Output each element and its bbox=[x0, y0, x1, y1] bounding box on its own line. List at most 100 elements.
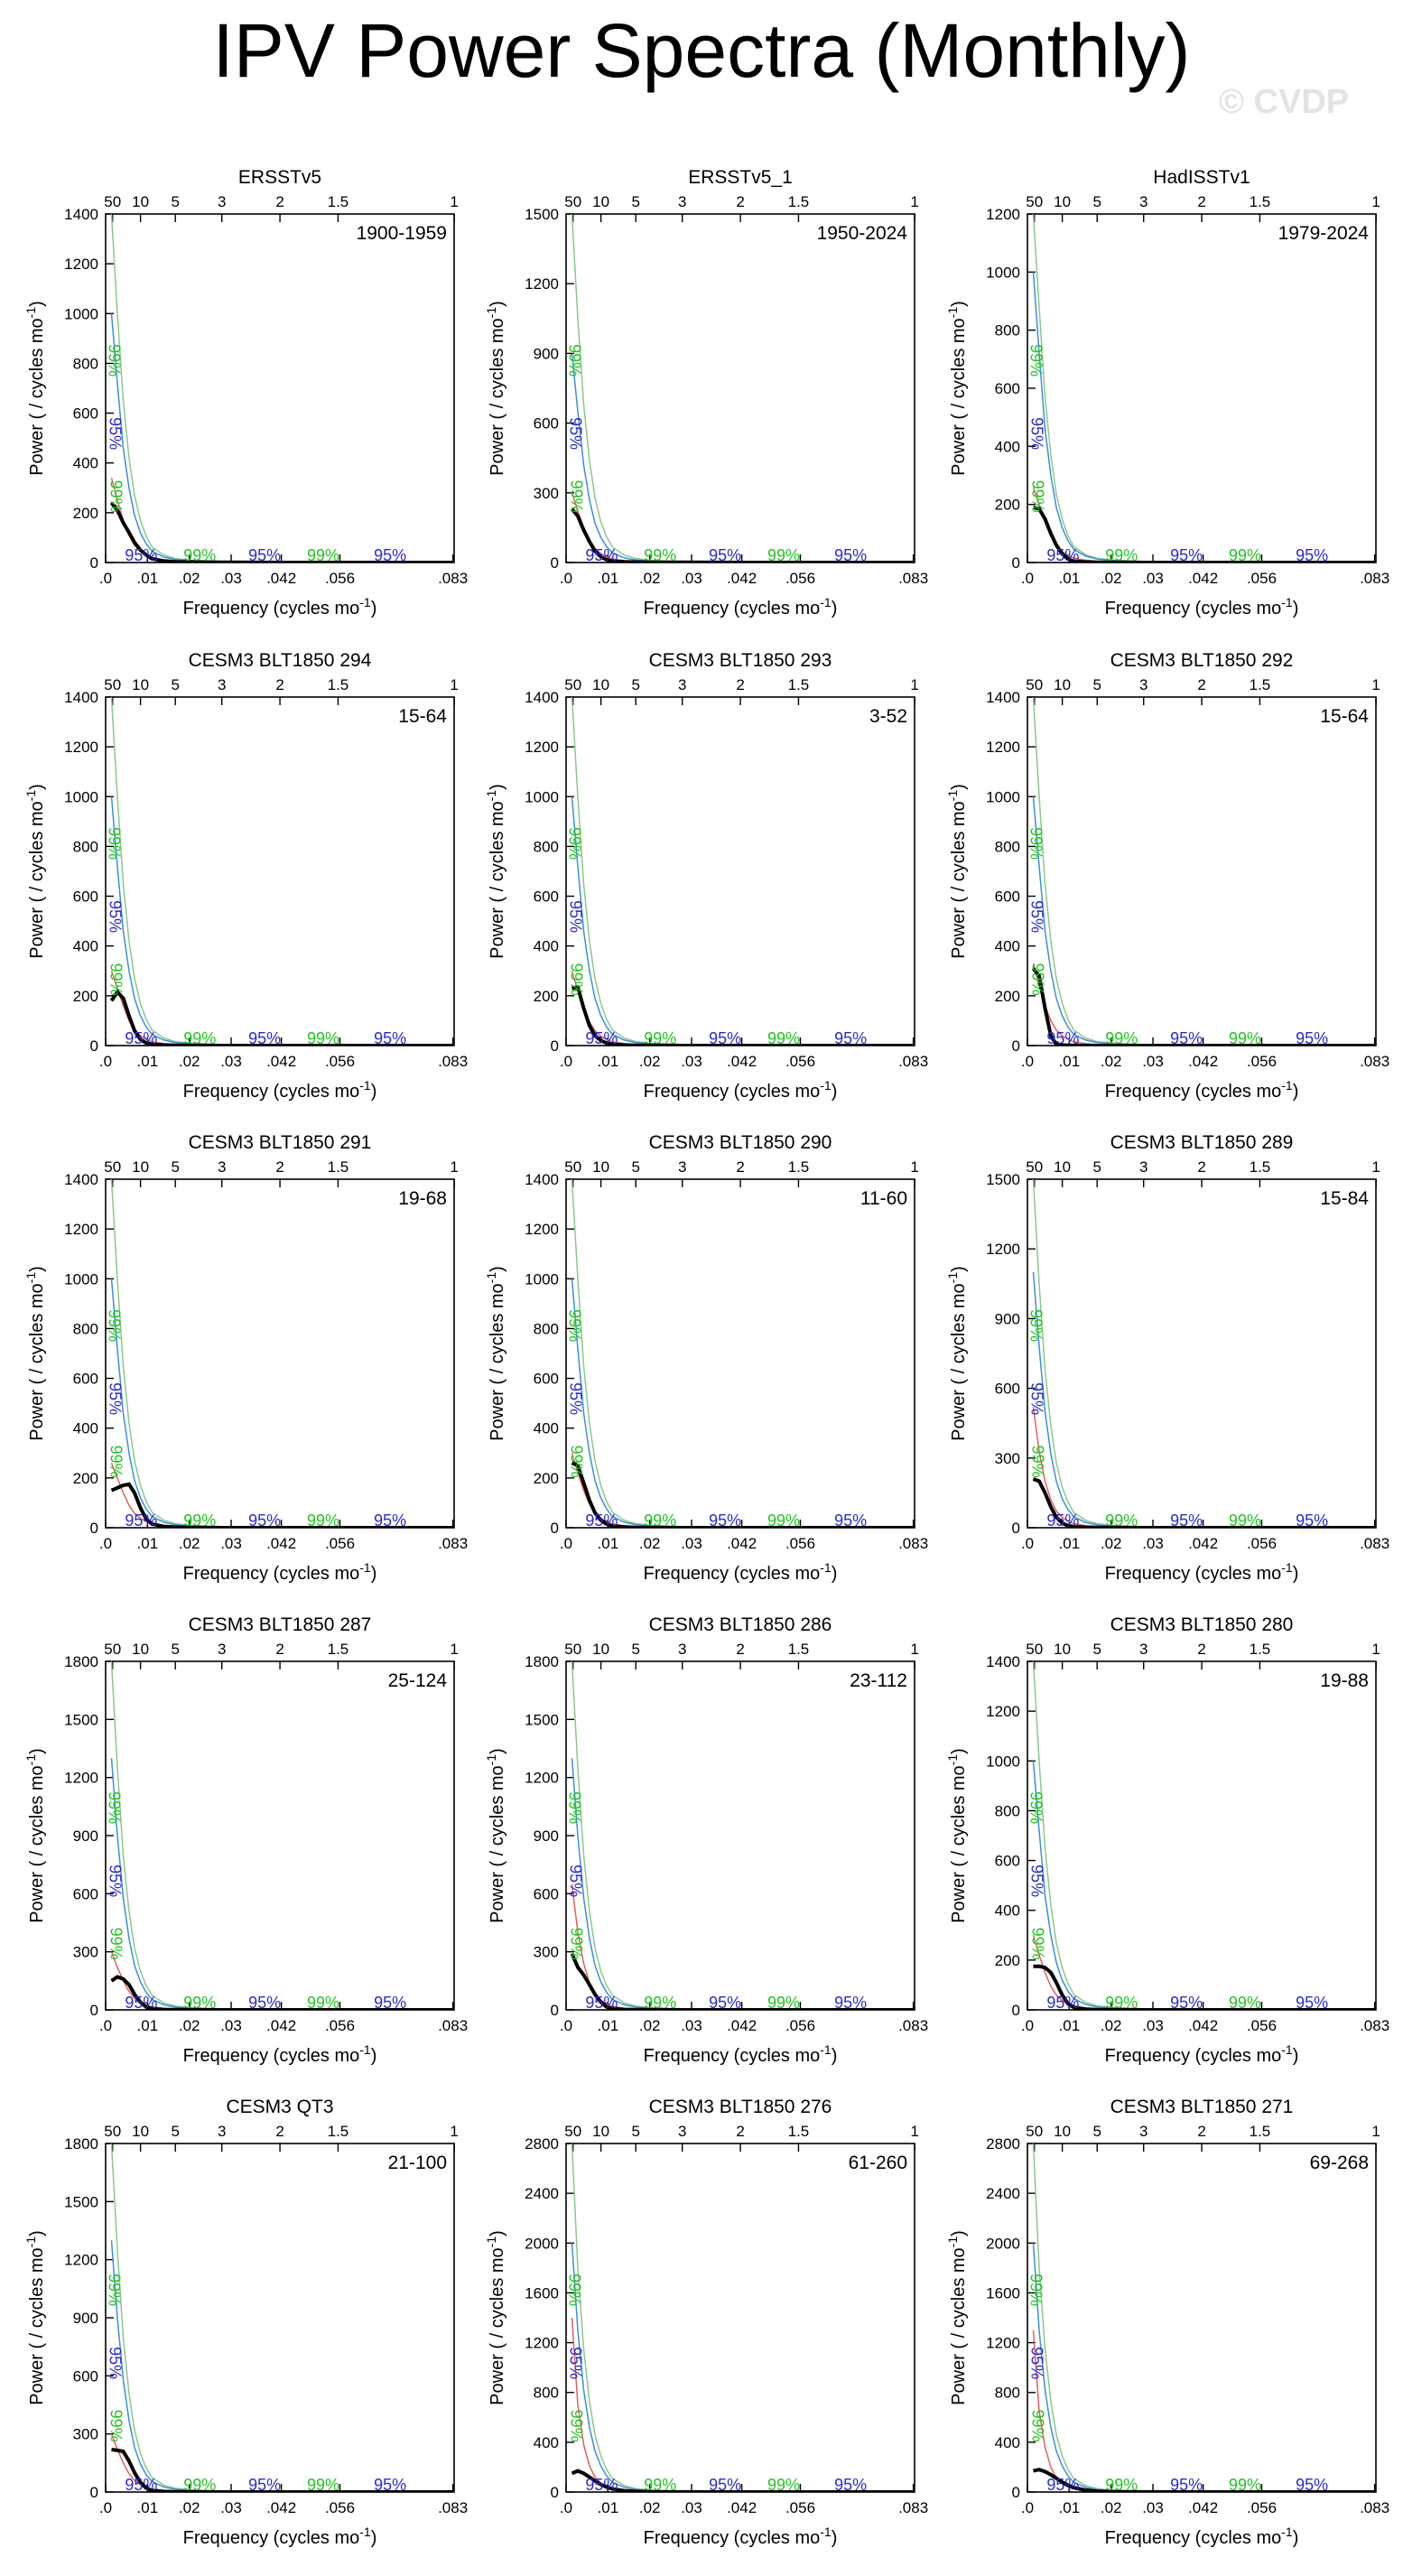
y-axis-label: Power ( / cycles mo-1) bbox=[945, 784, 969, 959]
ci95-label: 95% bbox=[125, 546, 157, 564]
ci99-label: 99% bbox=[1029, 1928, 1047, 1960]
x-tick-label: .02 bbox=[179, 2017, 200, 2034]
x-tick-label: .083 bbox=[438, 1053, 468, 1070]
plot-frame bbox=[105, 213, 455, 563]
y-tick-label: 2000 bbox=[986, 2235, 1020, 2252]
ci99-label: 99% bbox=[1229, 2476, 1261, 2494]
x-tick-label: .083 bbox=[898, 2017, 928, 2034]
x-tick-label: .083 bbox=[898, 570, 928, 587]
y-tick-label: 1400 bbox=[64, 1171, 98, 1188]
y-tick-label: 800 bbox=[534, 838, 559, 855]
spectrum-line bbox=[1033, 1964, 1376, 2010]
period-tick-label: 2 bbox=[1197, 1158, 1205, 1176]
ci95-label: 95% bbox=[374, 1511, 406, 1530]
ci95-line bbox=[571, 1279, 915, 1528]
period-tick-label: 5 bbox=[631, 1158, 639, 1176]
ci99-label: 99% bbox=[566, 1309, 584, 1342]
y-tick-label: 600 bbox=[73, 2367, 98, 2385]
x-tick-label: .056 bbox=[325, 570, 355, 587]
x-tick-label: .083 bbox=[1360, 1053, 1389, 1070]
x-tick-label: .03 bbox=[681, 2017, 702, 2034]
panel-title: CESM3 BLT1850 290 bbox=[649, 1132, 832, 1153]
x-tick-label: .03 bbox=[681, 1053, 702, 1070]
ci95-label: 95% bbox=[374, 2476, 406, 2494]
ci95-label: 95% bbox=[125, 1994, 157, 2012]
period-tick-label: 50 bbox=[564, 193, 581, 210]
ci95-label: 95% bbox=[709, 1994, 741, 2012]
y-tick-label: 0 bbox=[90, 2002, 98, 2019]
series-group: 99% 95% 99% 95% 99% 95% 99% 95% bbox=[566, 1661, 915, 2012]
ci99-label: 99% bbox=[1105, 2476, 1138, 2494]
ci95-label: 95% bbox=[1028, 1382, 1046, 1415]
y-tick-label: 400 bbox=[534, 1420, 559, 1437]
period-tick-label: 50 bbox=[564, 2123, 581, 2140]
ci99-line bbox=[571, 214, 915, 563]
panel-years: 69-268 bbox=[1310, 2153, 1369, 2173]
ci95-label: 95% bbox=[834, 2476, 867, 2494]
x-tick-label: .03 bbox=[220, 2017, 242, 2034]
ci99-label: 99% bbox=[307, 1029, 339, 1047]
y-tick-label: 1000 bbox=[525, 1270, 559, 1288]
ci99-label: 99% bbox=[1105, 1994, 1138, 2012]
panel-title: CESM3 BLT1850 271 bbox=[1110, 2097, 1294, 2117]
period-tick-label: 2 bbox=[736, 1158, 744, 1176]
spectrum-panel-1: ERSSTv5 1900-1959 .0 .01 .02 .03 .042 .056 .083 5… bbox=[23, 167, 468, 618]
y-tick-label: 600 bbox=[995, 1853, 1020, 1870]
x-tick-label: .02 bbox=[1101, 1053, 1122, 1070]
period-tick-label: 10 bbox=[1054, 1158, 1071, 1176]
x-tick-label: .083 bbox=[438, 1535, 468, 1552]
ci95-line bbox=[1032, 2243, 1376, 2492]
y-tick-label: 0 bbox=[90, 1520, 98, 1537]
x-tick-label: .01 bbox=[137, 1053, 159, 1070]
series-group: 99% 95% 99% 95% 99% 95% 99% 95% bbox=[566, 214, 915, 563]
spectrum-panel-15: CESM3 BLT1850 271 69-268 .0 .01 .02 .03 .042 .0… bbox=[945, 2097, 1389, 2548]
period-tick-label: 3 bbox=[678, 1158, 686, 1176]
x-tick-label: .02 bbox=[179, 1535, 200, 1552]
period-tick-label: 1 bbox=[450, 1641, 458, 1658]
y-tick-label: 400 bbox=[534, 938, 559, 955]
period-tick-label: 50 bbox=[564, 1641, 581, 1658]
spectrum-panel-4: CESM3 BLT1850 294 15-64 .0 .01 .02 .03 .042 .05… bbox=[23, 650, 468, 1102]
x-tick-label: .01 bbox=[1059, 1535, 1081, 1552]
ci95-label: 95% bbox=[567, 900, 585, 933]
period-tick-label: 50 bbox=[564, 1158, 581, 1176]
y-tick-label: 200 bbox=[73, 988, 98, 1005]
x-tick-label: .03 bbox=[220, 1053, 242, 1070]
x-tick-label: .02 bbox=[639, 2499, 661, 2516]
x-tick-label: .0 bbox=[1021, 1535, 1034, 1552]
y-tick-label: 0 bbox=[90, 2484, 98, 2501]
y-tick-label: 0 bbox=[551, 2002, 559, 2019]
period-tick-label: 3 bbox=[678, 2123, 686, 2140]
plot-frame bbox=[105, 1660, 455, 2011]
y-tick-label: 2400 bbox=[986, 2185, 1020, 2202]
spectrum-line bbox=[1032, 1477, 1376, 1528]
y-tick-label: 0 bbox=[551, 1037, 559, 1055]
y-tick-label: 400 bbox=[73, 938, 98, 955]
spectrum-panel-5: CESM3 BLT1850 293 3-52 .0 .01 .02 .03 .042 .056… bbox=[484, 650, 928, 1102]
x-tick-label: .056 bbox=[325, 2499, 355, 2516]
x-tick-label: .01 bbox=[137, 2499, 159, 2516]
y-tick-label: 2400 bbox=[525, 2185, 559, 2202]
x-tick-label: .042 bbox=[727, 570, 757, 587]
ci99-label: 99% bbox=[767, 1511, 800, 1530]
x-axis-label: Frequency (cycles mo-1) bbox=[1105, 2525, 1299, 2548]
period-tick-label: 3 bbox=[1139, 676, 1147, 693]
ci95-label: 95% bbox=[248, 1029, 281, 1047]
period-tick-label: 1.5 bbox=[1250, 193, 1271, 210]
x-tick-label: .02 bbox=[1101, 2499, 1122, 2516]
y-tick-label: 1200 bbox=[64, 1770, 98, 1787]
y-axis-label: Power ( / cycles mo-1) bbox=[23, 1748, 47, 1923]
ci99-label: 99% bbox=[1027, 344, 1045, 377]
ci99-label: 99% bbox=[106, 827, 124, 860]
y-tick-label: 600 bbox=[534, 888, 559, 906]
y-tick-label: 1400 bbox=[986, 689, 1020, 706]
y-tick-label: 900 bbox=[73, 1827, 98, 1845]
period-tick-label: 10 bbox=[1054, 676, 1071, 693]
period-tick-label: 2 bbox=[736, 2123, 744, 2140]
x-tick-label: .056 bbox=[1247, 1535, 1277, 1552]
ci99-label: 99% bbox=[566, 2274, 584, 2306]
y-tick-label: 600 bbox=[995, 888, 1020, 906]
x-tick-label: .042 bbox=[266, 1535, 296, 1552]
series-group: 99% 95% 99% 95% 99% 95% 99% 95% bbox=[106, 2144, 454, 2494]
cvdp-watermark: © CVDP bbox=[1219, 83, 1350, 121]
